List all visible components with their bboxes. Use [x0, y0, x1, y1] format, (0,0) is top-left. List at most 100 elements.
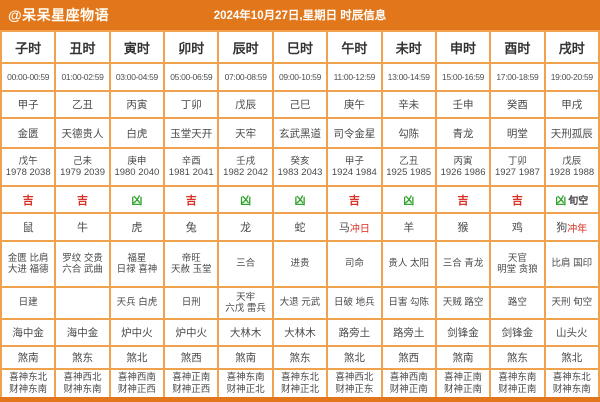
lucky-god-directions-cell: 喜神东北 财神正北 [274, 370, 329, 397]
hour-time-range-text: 09:00-10:59 [278, 72, 322, 82]
auspicious-mark: 吉 [348, 194, 360, 207]
nayin-element-text: 剑锋金 [501, 327, 534, 339]
zodiac-animal-cell: 鸡 [491, 214, 546, 240]
hour-ganzhi-cell: 戊辰 [219, 92, 274, 117]
inauspicious-stars-cell: 日建 [0, 288, 57, 318]
hour-time-range-cell: 19:00-20:59 [546, 64, 600, 90]
clash-ganzhi-years-cell: 庚申 1980 2040 [111, 149, 166, 185]
hour-star-text: 玄武黑道 [278, 127, 321, 140]
hour-star-cell: 青龙 [437, 119, 492, 147]
sha-direction-cell: 煞南 [219, 347, 274, 368]
auspicious-stars-cell: 三合 青龙 [437, 242, 492, 286]
hour-ganzhi-cell: 癸酉 [491, 92, 546, 117]
sha-direction-text: 煞北 [126, 352, 148, 364]
inauspicious-stars-text: 路空 [507, 297, 527, 309]
hour-name-text: 卯时 [178, 40, 205, 56]
sha-direction-text: 煞南 [452, 352, 474, 364]
auspicious-stars-cell: 三合 [219, 242, 274, 286]
auspicious-stars-cell: 罗纹 交贵 六合 武曲 [56, 242, 111, 286]
zodiac-animal-label: 牛 [77, 222, 89, 234]
hour-time-range-text: 17:00-18:59 [496, 72, 539, 82]
inauspicious-stars-cell [56, 288, 111, 318]
auspicious-stars-text: 天官 明堂 贪狼 [497, 252, 538, 275]
lucky-god-directions-text: 喜神西北 财神正东 [335, 372, 374, 395]
auspicious-mark: 吉 [185, 194, 197, 207]
sha-direction-cell: 煞南 [0, 347, 57, 368]
lucky-god-directions-cell: 喜神东南 财神正北 [219, 370, 274, 397]
row-luck-verdict: 吉吉凶吉凶凶吉凶吉吉凶旬空 [0, 187, 600, 214]
row-sha-direction: 煞南 煞东 煞北 煞西 煞南 煞东 煞北 煞西 煞南 煞东 煞北 [0, 347, 600, 370]
clash-ganzhi-years-cell: 乙丑 1925 1985 [383, 149, 437, 185]
zodiac-animal-cell: 兔 [165, 214, 220, 240]
hour-star-cell: 玄武黑道 [274, 119, 329, 147]
luck-note: 旬空 [568, 196, 589, 207]
hour-star-text: 玉堂天开 [170, 127, 213, 140]
lucky-god-directions-cell: 喜神西南 财神正西 [111, 370, 166, 397]
auspicious-stars-text: 司命 [344, 258, 364, 270]
hour-ganzhi-cell: 甲子 [0, 92, 57, 117]
lucky-god-directions-cell: 喜神东北 财神东南 [546, 370, 600, 397]
inauspicious-stars-text: 天兵 白虎 [116, 297, 158, 309]
hour-time-range-text: 15:00-16:59 [442, 72, 485, 82]
hour-name-cell: 卯时 [165, 32, 220, 62]
auspicious-stars-cell: 进贵 [274, 242, 329, 286]
lucky-god-directions-text: 喜神西南 财神正西 [117, 372, 156, 395]
zodiac-animal-label: 鸡 [511, 222, 523, 234]
hour-ganzhi-text: 甲子 [17, 99, 39, 111]
hour-almanac-table: 子时 丑时 寅时 卯时 辰时 巳时 午时 未时 申时 酉时 戌时 00:00-00:59 01:00-0… [0, 30, 600, 402]
sha-direction-text: 煞西 [180, 352, 202, 364]
lucky-god-directions-text: 喜神正南 财神正西 [172, 372, 211, 395]
zodiac-animal-label: 龙 [240, 222, 252, 234]
lucky-god-directions-cell: 喜神西北 财神正东 [328, 370, 383, 397]
hour-ganzhi-text: 甲戌 [561, 99, 583, 111]
zodiac-animal-label: 鼠 [22, 222, 34, 234]
lucky-god-directions-text: 喜神东北 财神东南 [9, 372, 48, 395]
hour-ganzhi-text: 己巳 [289, 99, 311, 111]
auspicious-stars-cell: 司命 [328, 242, 383, 286]
zodiac-animal-cell: 猴 [437, 214, 492, 240]
auspicious-stars-text: 福星 日禄 喜神 [116, 252, 158, 275]
sha-direction-text: 煞北 [561, 352, 583, 364]
inauspicious-stars-text: 日破 地兵 [334, 297, 375, 309]
inauspicious-stars-text: 日建 [18, 297, 38, 309]
clash-ganzhi-years-cell: 辛酉 1981 2041 [165, 149, 220, 185]
lucky-god-directions-text: 喜神西北 财神东南 [63, 372, 102, 395]
zodiac-animal-cell: 鼠 [0, 214, 57, 240]
lucky-god-directions-cell: 喜神正南 财神正西 [165, 370, 220, 397]
sha-direction-cell: 煞北 [111, 347, 166, 368]
auspicious-mark: 吉 [22, 194, 34, 207]
hour-star-text: 青龙 [452, 127, 474, 140]
hour-star-cell: 金匮 [0, 119, 57, 147]
sha-direction-cell: 煞东 [491, 347, 546, 368]
lucky-god-directions-text: 喜神正南 财神正南 [444, 372, 483, 395]
nayin-element-cell: 路旁土 [328, 320, 383, 345]
auspicious-mark: 吉 [457, 194, 469, 207]
luck-verdict-cell: 吉 [165, 187, 220, 212]
hour-time-range-text: 05:00-06:59 [170, 72, 213, 82]
luck-verdict-cell: 吉 [0, 187, 57, 212]
hour-time-range-cell: 11:00-12:59 [328, 64, 383, 90]
lucky-god-directions-cell: 喜神东南 财神正南 [491, 370, 546, 397]
hour-name-cell: 申时 [437, 32, 492, 62]
hour-name-cell: 丑时 [56, 32, 111, 62]
nayin-element-text: 路旁土 [392, 327, 425, 339]
inauspicious-stars-text: 天贼 路空 [442, 297, 484, 309]
sha-direction-cell: 煞东 [274, 347, 329, 368]
hour-star-cell: 勾陈 [383, 119, 437, 147]
nayin-element-cell: 大林木 [274, 320, 329, 345]
hour-ganzhi-text: 戊辰 [235, 99, 257, 111]
inauspicious-stars-text: 日害 勾陈 [388, 297, 430, 309]
clash-ganzhi-years-text: 丙寅 1926 1986 [440, 155, 486, 178]
zodiac-animal-cell: 牛 [56, 214, 111, 240]
inauspicious-stars-cell: 天牢 六戊 雷兵 [219, 288, 274, 318]
inauspicious-mark: 凶 [131, 194, 143, 207]
hour-time-range-cell: 03:00-04:59 [111, 64, 166, 90]
row-hour-name: 子时 丑时 寅时 卯时 辰时 巳时 午时 未时 申时 酉时 戌时 [0, 32, 600, 64]
hour-star-cell: 天牢 [219, 119, 274, 147]
nayin-element-text: 路旁土 [338, 327, 371, 339]
nayin-element-cell: 海中金 [56, 320, 111, 345]
sha-direction-cell: 煞南 [437, 347, 492, 368]
hour-name-text: 未时 [395, 40, 422, 56]
hour-star-text: 勾陈 [398, 127, 420, 140]
hour-star-text: 白虎 [126, 127, 148, 140]
